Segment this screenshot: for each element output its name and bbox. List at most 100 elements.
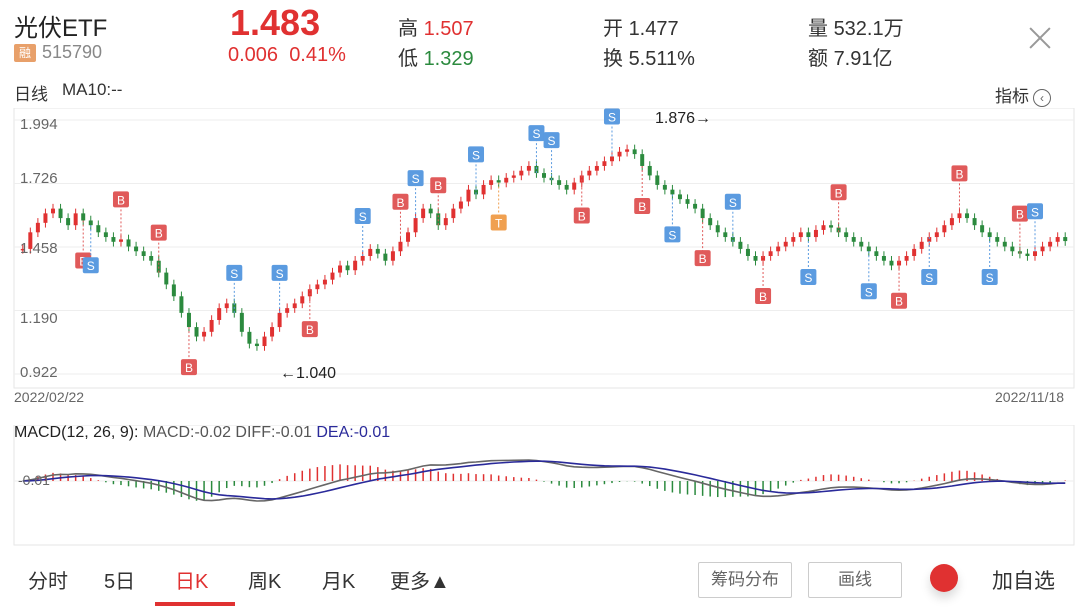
sell-signal-marker [271,264,288,281]
candle-body [375,248,380,254]
kline-chart[interactable]: BSBBBSSBSBSBSTSSBSBSBSBSBSBSBSBS [0,108,1080,408]
tab-monthly-k[interactable]: 月K [322,571,356,593]
candle-body [50,208,55,214]
candle-body [73,213,78,226]
candle-body [851,237,856,242]
sell-signal-marker [724,193,741,210]
candle-body [179,296,184,313]
y-tick-5: 0.922 [20,364,58,381]
open-value: 1.477 [628,18,679,40]
candle-body [647,165,652,176]
candle-body [466,189,471,202]
candle-body [262,336,267,347]
signal-letter: B [396,196,404,210]
candle-body [542,173,546,178]
candle-body [285,308,290,313]
candle-body [118,239,123,242]
candle-body [806,232,811,238]
dea-line [22,460,1066,500]
candle-body [534,165,539,174]
candle-body [836,227,841,233]
signal-letter: B [835,186,843,200]
buy-signal-marker [150,224,167,241]
signal-letter: B [759,290,767,304]
candle-body [730,237,735,242]
candle-body [723,232,728,238]
candle-body [270,327,275,337]
add-to-watchlist-button[interactable]: 加自选 [992,570,1055,593]
candle-body [277,312,282,328]
volume-value: 532.1万 [833,18,904,40]
chip-distribution-button[interactable]: 筹码分布 [698,562,792,598]
record-dot-icon[interactable] [930,564,958,592]
candle-body [768,251,773,257]
tab-intraday[interactable]: 分时 [28,571,68,593]
tab-daily-k[interactable]: 日K [175,571,209,593]
indicator-label: 指标 [995,87,1029,106]
volume-label: 量 [808,18,828,40]
amount-label: 额 [808,48,828,70]
candle-body [980,225,985,233]
buy-signal-marker [634,197,651,214]
low-value: 1.329 [423,48,474,70]
candle-body [1063,237,1068,242]
buy-signal-marker [112,191,129,208]
tab-weekly-k[interactable]: 周K [248,571,282,593]
candle-body [919,241,924,249]
signal-letter: S [865,285,873,299]
signal-letter: S [87,259,95,273]
candle-body [134,246,139,252]
candle-body [866,246,871,252]
signal-letter: S [1031,205,1039,219]
candle-body [587,170,592,176]
high-label: 高 [398,18,418,40]
candle-body [821,225,826,230]
candle-body [572,182,577,190]
candle-body [496,180,501,183]
min-price-annotation: ←1.040 [280,365,337,382]
candle-body [451,208,456,219]
candle-body [685,199,690,204]
indicator-button[interactable]: 指标 ‹ [995,82,1051,107]
candle-body [43,213,48,223]
candle-body [579,175,584,183]
buy-signal-marker [694,250,711,267]
tab-5day[interactable]: 5日 [104,571,136,593]
candle-body [904,256,909,261]
sell-signal-marker [800,269,817,286]
open-label: 开 [603,18,623,40]
candle-body [693,203,698,209]
candle-body [368,248,373,257]
period-tabs: 分时 5日 日K 周K 月K 更多▲ 筹码分布 画线 加自选 [0,555,1080,607]
signal-letter: S [986,271,994,285]
buy-signal-marker [891,292,908,309]
close-icon[interactable] [1026,24,1054,52]
candle-body [889,260,894,266]
signal-letter: S [532,127,540,141]
candle-body [338,265,343,273]
candle-body [761,256,766,261]
low-quote: 低 1.329 [398,42,474,71]
t-signal-marker [490,214,507,231]
candle-body [247,331,252,344]
candle-body [103,232,108,238]
sell-signal-marker [1027,203,1044,220]
candle-body [519,170,524,176]
candle-body [677,194,682,200]
candle-body [859,241,864,247]
candle-body [164,272,169,285]
candle-body [20,248,25,251]
chart-frame [13,108,1075,389]
candle-body [202,331,207,337]
candle-body [912,248,917,257]
tab-more[interactable]: 更多▲ [390,571,450,593]
candle-body [126,239,131,247]
margin-badge: 融 [14,44,36,62]
chart-period-label: 日线 [14,85,48,104]
candle-body [844,232,849,238]
macd-chart[interactable] [0,425,1080,547]
draw-line-button[interactable]: 画线 [808,562,902,598]
candle-body [186,312,191,328]
candle-body [489,180,494,185]
candle-body [88,220,93,226]
